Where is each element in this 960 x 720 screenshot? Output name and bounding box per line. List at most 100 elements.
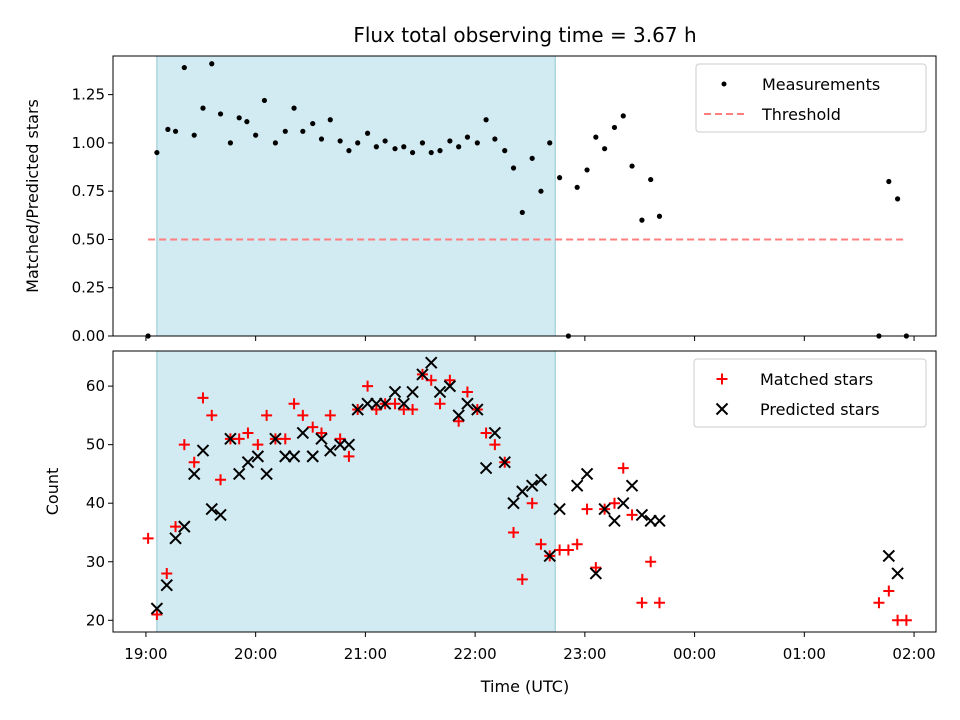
measurement-point [894, 196, 901, 202]
predicted-star-point [543, 549, 556, 563]
matched-star-point [142, 532, 154, 544]
x-tick-label: 21:00 [344, 645, 387, 663]
predicted-star-point [452, 409, 465, 422]
matched-star-point [461, 386, 473, 398]
legend-matched-stars-marker [716, 373, 728, 385]
matched-star-point [279, 433, 291, 445]
predicted-star-point [287, 450, 301, 463]
measurement-point [538, 188, 544, 194]
predicted-star-point [589, 567, 603, 580]
predicted-star-point [461, 397, 474, 410]
measurement-point [464, 134, 471, 140]
predicted-star-point [433, 385, 447, 399]
predicted-star-point [351, 403, 364, 416]
x-axis-label: Time (UTC) [480, 677, 569, 696]
measurement-point [364, 130, 371, 136]
measurement-point [648, 176, 654, 183]
matched-star-point [307, 421, 319, 433]
measurement-point [547, 140, 553, 146]
measurement-point [200, 105, 206, 111]
matched-star-point [480, 427, 492, 439]
predicted-star-point [570, 479, 584, 492]
predicted-star-point [882, 549, 896, 563]
predicted-star-point [425, 356, 438, 369]
predicted-star-point [598, 502, 611, 516]
matched-star-point [170, 521, 182, 533]
matched-star-point [608, 497, 620, 509]
measurement-point [253, 132, 259, 138]
measurement-point [172, 128, 179, 134]
x-tick-label: 01:00 [783, 645, 826, 663]
predicted-star-point [260, 467, 273, 481]
panel-ratio-ytick-label: 0.00 [72, 327, 105, 345]
predicted-star-point [241, 456, 255, 469]
matched-star-point [362, 380, 374, 392]
panel-ratio-ytick-label: 1.25 [72, 86, 105, 104]
matched-star-point [151, 608, 163, 620]
measurement-point [639, 217, 645, 223]
measurement-point [620, 113, 626, 119]
panel-count-ytick-label: 50 [86, 436, 105, 454]
predicted-star-point [333, 438, 347, 451]
x-tick-label: 00:00 [673, 645, 716, 663]
measurement-point [318, 136, 325, 142]
measurement-point [392, 146, 398, 152]
measurement-point [209, 61, 215, 67]
measurement-point [409, 149, 416, 156]
matched-star-point [434, 398, 446, 410]
measurement-point [483, 117, 489, 123]
measurement-point [656, 213, 663, 219]
predicted-star-point [617, 497, 630, 510]
predicted-star-point [525, 479, 539, 492]
matched-star-point [453, 415, 465, 427]
predicted-star-point [406, 385, 419, 399]
matched-star-point [206, 409, 218, 421]
predicted-star-point [150, 602, 164, 615]
measurement-point [629, 163, 635, 169]
measurement-point [191, 132, 197, 138]
measurement-point [428, 149, 434, 156]
measurement-point [382, 138, 388, 144]
predicted-star-point [416, 368, 429, 381]
predicted-star-point [625, 479, 639, 492]
measurement-point [355, 140, 361, 146]
predicted-star-point [361, 397, 374, 410]
matched-star-point [324, 409, 336, 421]
panel-count-ytick-label: 30 [86, 553, 105, 571]
matched-star-point [636, 597, 648, 609]
matched-star-point [288, 398, 300, 410]
x-tick-label: 19:00 [124, 645, 167, 663]
panel-ratio-ytick-label: 0.25 [72, 279, 105, 297]
matched-star-point [526, 497, 538, 509]
x-tick-label: 20:00 [234, 645, 277, 663]
measurement-point [291, 105, 297, 111]
predicted-star-point [580, 467, 594, 481]
measurement-point [574, 184, 580, 190]
predicted-star-point [608, 514, 621, 527]
predicted-star-point [224, 432, 237, 446]
panel-count-legend: Matched stars Predicted stars [693, 358, 927, 428]
measurement-point [886, 178, 892, 185]
predicted-star-point [488, 426, 502, 440]
matched-star-point [233, 433, 245, 445]
matched-star-point [343, 450, 355, 462]
predicted-star-point [498, 456, 511, 469]
matched-star-point [626, 509, 638, 521]
matched-star-point [535, 538, 547, 550]
predicted-star-point [196, 444, 210, 457]
matched-star-point [900, 614, 912, 626]
predicted-star-point [178, 520, 191, 533]
measurement-point [244, 119, 250, 125]
legend-measurements-marker [721, 81, 727, 87]
predicted-star-point [471, 403, 484, 416]
matched-star-point [252, 439, 264, 451]
measurement-point [447, 138, 453, 144]
matched-star-point [653, 597, 665, 609]
matched-star-point [261, 409, 273, 421]
legend-predicted-stars-marker [715, 402, 729, 416]
predicted-star-point [479, 461, 493, 475]
matched-star-point [581, 503, 593, 515]
panel-ratio-ytick-label: 1.00 [72, 134, 105, 152]
chart-title: Flux total observing time = 3.67 h [353, 23, 696, 47]
matched-star-point [562, 544, 574, 556]
